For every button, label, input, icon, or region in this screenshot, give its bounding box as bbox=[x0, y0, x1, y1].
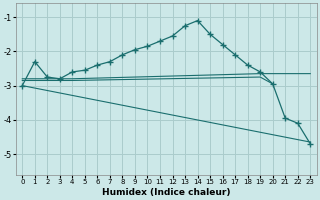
X-axis label: Humidex (Indice chaleur): Humidex (Indice chaleur) bbox=[102, 188, 230, 197]
